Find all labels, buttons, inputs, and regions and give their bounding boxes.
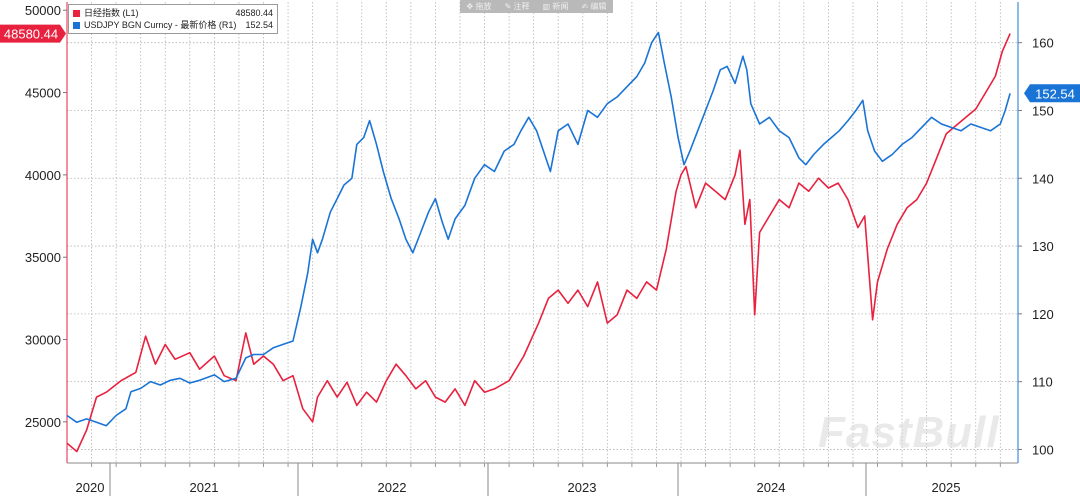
left-current-value-tag <box>0 24 66 43</box>
x-axis-tick-label: 2025 <box>932 480 961 495</box>
legend-row-usdjpy[interactable]: USDJPY BGN Curncy - 最新价格 (R1) 152.54 <box>73 19 273 31</box>
left-axis-tick-label: 45000 <box>25 86 61 101</box>
right-axis-tick-label: 150 <box>1032 103 1054 118</box>
legend-row-nikkei[interactable]: 日经指数 (L1) 48580.44 <box>73 7 273 19</box>
legend-value-nikkei: 48580.44 <box>235 8 273 18</box>
right-axis-tick-label: 100 <box>1032 442 1054 457</box>
x-axis-tick-label: 2022 <box>378 480 407 495</box>
x-axis-tick-label: 2023 <box>568 480 597 495</box>
x-axis-tick-label: 2024 <box>757 480 786 495</box>
legend-label-nikkei: 日经指数 (L1) <box>84 8 139 18</box>
legend-swatch-usdjpy <box>73 21 80 29</box>
series-line-usdjpy <box>66 31 1011 427</box>
right-current-value-tag <box>1024 84 1080 103</box>
legend-swatch-nikkei <box>73 9 80 17</box>
x-axis-tick-label: 2021 <box>190 480 219 495</box>
chart-toolbar: ✥ 拖放 ✎ 注释 ▥ 新闻 ✍ 编辑 <box>460 0 613 13</box>
left-axis-tick-label: 35000 <box>25 250 61 265</box>
right-axis-tick-label: 130 <box>1032 239 1054 254</box>
right-axis-tick-label: 120 <box>1032 307 1054 322</box>
fastbull-watermark: FastBull <box>818 408 1000 457</box>
right-axis-tick-label: 110 <box>1032 375 1053 390</box>
legend-value-usdjpy: 152.54 <box>245 20 273 30</box>
left-axis-tick-label: 30000 <box>25 333 61 348</box>
series-lines <box>66 31 1011 453</box>
toolbar-edit-button[interactable]: ✍ 编辑 <box>581 2 607 11</box>
toolbar-drag-button[interactable]: ✥ 拖放 <box>466 2 492 11</box>
plot-background <box>67 2 1018 463</box>
right-axis-tick-label: 160 <box>1032 36 1054 51</box>
left-current-value-label: 48580.44 <box>4 27 58 42</box>
toolbar-news-button[interactable]: ▥ 新闻 <box>542 2 569 11</box>
legend-label-usdjpy: USDJPY BGN Curncy - 最新价格 (R1) <box>84 20 237 30</box>
right-axis-tick-label: 140 <box>1032 171 1054 186</box>
right-current-value-label: 152.54 <box>1035 86 1075 101</box>
left-axis-tick-label: 50000 <box>25 3 61 18</box>
toolbar-annotate-button[interactable]: ✎ 注释 <box>504 2 530 11</box>
left-axis-tick-label: 25000 <box>25 415 61 430</box>
x-axis-tick-label: 2020 <box>76 480 105 495</box>
chart-legend: 日经指数 (L1) 48580.44 USDJPY BGN Curncy - 最… <box>68 4 278 34</box>
series-line-nikkei <box>66 33 1011 453</box>
left-axis-tick-label: 40000 <box>25 168 61 183</box>
